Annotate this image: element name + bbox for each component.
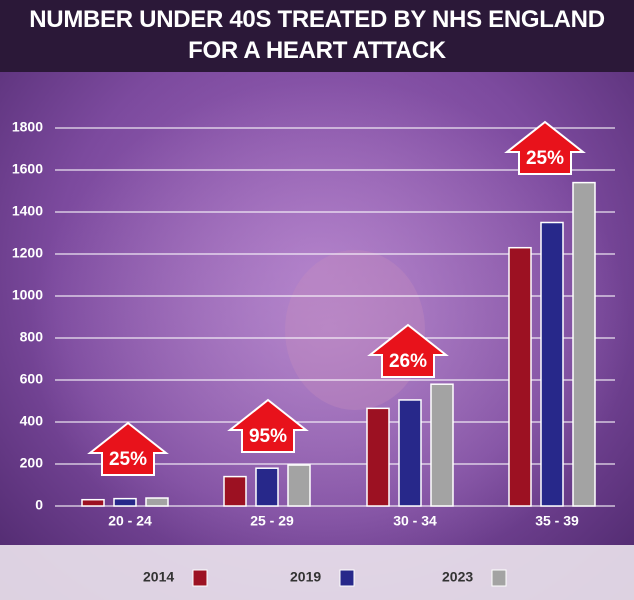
y-tick-label: 200 — [20, 455, 44, 471]
bar — [366, 407, 390, 507]
y-tick-label: 1400 — [12, 203, 43, 219]
annotation-arrow — [504, 120, 586, 175]
y-tick-label: 1600 — [12, 161, 43, 177]
bar — [113, 497, 137, 507]
bar — [572, 181, 596, 507]
annotation-label: 25% — [526, 148, 564, 169]
y-tick-label: 400 — [20, 413, 44, 429]
bar — [287, 464, 311, 507]
annotation-arrow — [87, 421, 169, 476]
bar — [81, 498, 105, 507]
annotation-arrow — [227, 398, 309, 453]
bar — [398, 399, 422, 507]
y-tick-label: 1000 — [12, 287, 43, 303]
y-tick-label: 0 — [35, 497, 43, 513]
x-tick-label: 25 - 29 — [250, 513, 294, 529]
legend-label: 2023 — [442, 569, 473, 585]
bar — [223, 475, 247, 507]
legend-band — [0, 545, 634, 600]
x-tick-label: 30 - 34 — [393, 513, 437, 529]
annotation-label: 25% — [109, 449, 147, 470]
x-tick-label: 35 - 39 — [535, 513, 579, 529]
x-tick-label: 20 - 24 — [108, 513, 152, 529]
bar — [430, 383, 454, 507]
bar — [255, 467, 279, 507]
y-tick-label: 1200 — [12, 245, 43, 261]
legend-swatch — [192, 569, 208, 587]
legend-label: 2014 — [143, 569, 174, 585]
bar — [540, 221, 564, 507]
legend-swatch — [491, 569, 507, 587]
legend-swatch — [339, 569, 355, 587]
y-tick-label: 600 — [20, 371, 44, 387]
legend-label: 2019 — [290, 569, 321, 585]
annotation-label: 95% — [249, 426, 287, 447]
bar — [508, 246, 532, 507]
torso-glow — [30, 80, 630, 580]
y-tick-label: 1800 — [12, 119, 43, 135]
chart-title: NUMBER UNDER 40S TREATED BY NHS ENGLAND … — [0, 0, 634, 72]
bar — [145, 497, 169, 507]
y-tick-label: 800 — [20, 329, 44, 345]
annotation-label: 26% — [389, 351, 427, 372]
annotation-arrow — [367, 323, 449, 378]
